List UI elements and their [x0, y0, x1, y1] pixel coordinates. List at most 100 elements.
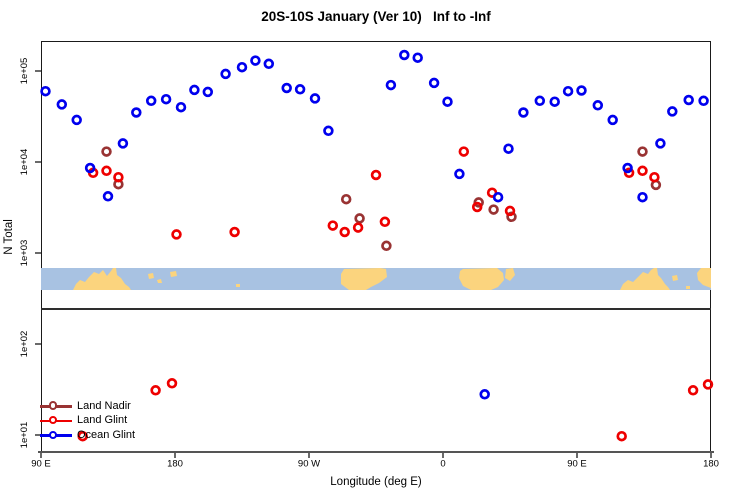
map-land-patch — [686, 286, 690, 289]
point-land-glint — [101, 165, 112, 177]
y-tick-label: 1e+03 — [19, 240, 30, 267]
point-ocean-glint — [607, 114, 618, 126]
point-ocean-glint — [442, 96, 453, 107]
y-tick-label: 1e+01 — [19, 422, 30, 449]
point-ocean-glint — [412, 52, 423, 63]
point-land-glint — [471, 201, 483, 213]
x-axis-label: Longitude (deg E) — [330, 476, 422, 488]
map-land-patch — [157, 279, 162, 283]
x-tick-label: 180 — [703, 459, 719, 470]
point-land-glint — [166, 378, 178, 389]
point-ocean-glint — [534, 95, 546, 107]
x-tick-label: 90 W — [298, 459, 320, 470]
map-land-patch — [620, 268, 670, 290]
point-land-glint — [687, 385, 699, 396]
x-axis-line — [38, 450, 714, 454]
point-ocean-glint — [145, 95, 157, 107]
map-land-patch — [170, 271, 177, 277]
point-ocean-glint — [250, 55, 261, 66]
point-land-glint — [352, 222, 364, 233]
point-land-nadir — [340, 193, 352, 205]
x-tick-label: 90 E — [31, 459, 51, 470]
legend-circle-icon — [49, 401, 58, 410]
map-land-patch — [505, 268, 515, 281]
point-ocean-glint — [56, 99, 68, 110]
point-land-glint — [702, 379, 714, 390]
point-ocean-glint — [220, 68, 231, 80]
point-land-glint — [637, 165, 648, 177]
x-tick-label: 180 — [167, 459, 183, 470]
legend-marker-icon — [40, 430, 72, 440]
point-ocean-glint — [385, 79, 397, 91]
legend-marker-icon — [40, 416, 72, 426]
point-ocean-glint — [399, 49, 410, 61]
point-land-glint — [379, 216, 391, 228]
map-land-patch — [697, 268, 711, 288]
point-ocean-glint — [71, 114, 82, 126]
point-ocean-glint — [175, 101, 187, 113]
point-ocean-glint — [576, 85, 587, 96]
point-land-glint — [339, 226, 350, 238]
point-ocean-glint — [698, 95, 709, 107]
point-ocean-glint — [160, 93, 172, 105]
map-land-patch — [73, 268, 131, 290]
legend-item-land-glint: Land Glint — [40, 414, 135, 429]
point-ocean-glint — [323, 125, 334, 137]
point-ocean-glint — [102, 191, 114, 202]
point-land-nadir — [101, 146, 112, 157]
point-land-nadir — [354, 213, 365, 224]
point-land-glint — [458, 146, 470, 157]
chart-title: 20S-10S January (Ver 10) Inf to -Inf — [261, 9, 491, 24]
map-land-patch — [236, 284, 240, 287]
point-ocean-glint — [454, 168, 465, 180]
point-ocean-glint — [655, 138, 666, 149]
point-ocean-glint — [592, 100, 604, 111]
point-ocean-glint — [622, 162, 633, 174]
y-tick-label: 1e+04 — [19, 149, 30, 176]
map-land-patch — [341, 268, 387, 290]
point-ocean-glint — [84, 162, 96, 174]
point-land-glint — [113, 171, 124, 183]
point-ocean-glint — [117, 138, 129, 149]
point-ocean-glint — [281, 82, 292, 94]
point-ocean-glint — [549, 96, 560, 107]
point-ocean-glint — [637, 191, 648, 203]
legend-circle-icon — [49, 416, 58, 425]
point-ocean-glint — [428, 77, 440, 89]
point-ocean-glint — [294, 84, 306, 95]
point-land-glint — [77, 430, 88, 442]
point-ocean-glint — [503, 143, 514, 154]
point-ocean-glint — [309, 93, 321, 104]
legend-label: Land Nadir — [77, 399, 131, 412]
point-land-glint — [327, 220, 339, 231]
point-ocean-glint — [518, 107, 529, 118]
legend-label: Land Glint — [77, 414, 128, 427]
legend-item-land-nadir: Land Nadir — [40, 399, 135, 414]
point-ocean-glint — [492, 191, 504, 203]
point-ocean-glint — [683, 94, 694, 106]
point-ocean-glint — [667, 106, 678, 117]
point-ocean-glint — [236, 61, 248, 73]
point-land-glint — [171, 229, 182, 240]
legend-item-ocean-glint: Ocean Glint — [40, 428, 135, 443]
point-land-glint — [370, 169, 382, 181]
point-land-glint — [150, 385, 161, 396]
point-ocean-glint — [189, 84, 200, 96]
point-ocean-glint — [562, 85, 574, 97]
point-ocean-glint — [479, 389, 490, 400]
x-tick-label: 90 E — [567, 459, 587, 470]
point-land-glint — [229, 226, 240, 238]
point-ocean-glint — [131, 107, 142, 118]
point-land-glint — [649, 171, 660, 183]
point-land-glint — [504, 205, 516, 217]
map-land-patch — [672, 275, 678, 281]
map-land-patch — [459, 268, 504, 290]
point-land-glint — [623, 167, 635, 179]
legend: Land Nadir Land Glint Ocean Glint — [40, 399, 135, 443]
point-ocean-glint — [263, 58, 275, 70]
point-land-nadir — [506, 211, 517, 223]
y-axis-label: N Total — [3, 219, 15, 255]
x-tick-label: 0 — [440, 459, 445, 470]
